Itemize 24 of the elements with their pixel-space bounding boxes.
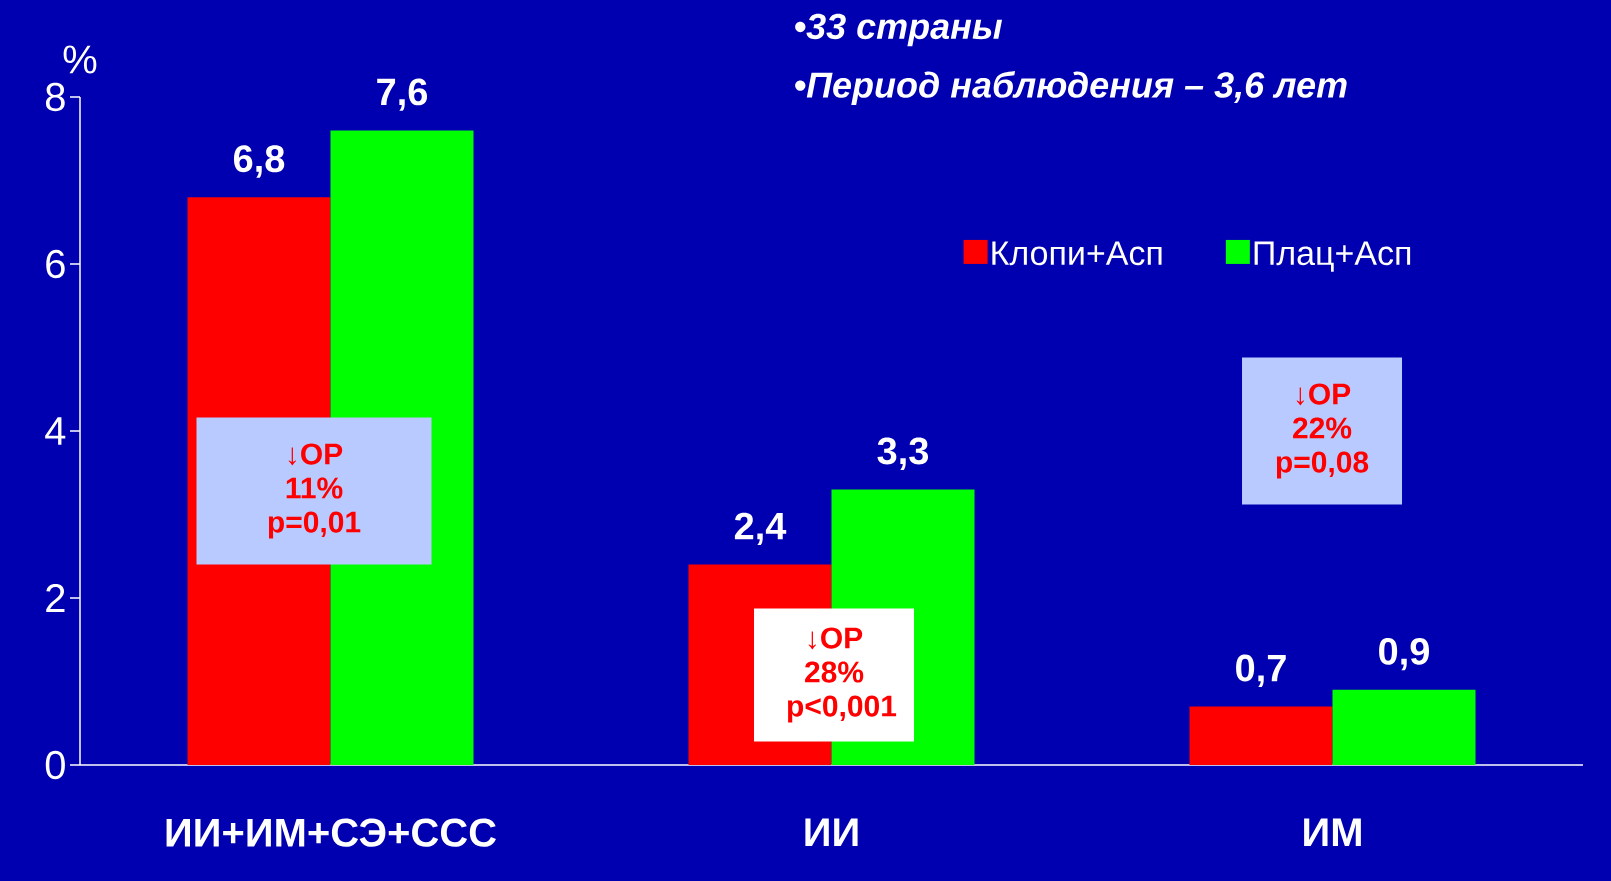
bar <box>1332 689 1476 765</box>
y-tick-label: 0 <box>45 750 65 780</box>
data-label: 0,7 <box>1236 654 1286 688</box>
y-tick-label: 2 <box>46 584 65 612</box>
x-tick-label: ИМ <box>1304 818 1361 847</box>
legend-label: Плац+Асп <box>1254 241 1411 272</box>
bar <box>1189 706 1333 765</box>
text: •33 страны <box>795 13 1003 47</box>
data-label: 3,3 <box>877 437 929 470</box>
x-tick-label: ИИ <box>805 818 858 847</box>
data-label: 0,9 <box>1379 637 1430 671</box>
data-label: 2,4 <box>734 512 787 546</box>
y-tick-label: 8 <box>45 82 65 112</box>
data-label: 6,8 <box>233 145 285 178</box>
annotation: ↓ОР 22% p=0,08 <box>1276 383 1369 479</box>
x-tick-label: ИИ+ИМ+СЭ+ССС <box>166 818 496 847</box>
legend-label: Клопи+Асп <box>992 241 1162 266</box>
data-label: 7,6 <box>377 78 428 111</box>
y-axis-title: % <box>63 45 97 74</box>
annotation: •Период наблюдения – 3,6 лет <box>795 71 1347 105</box>
annotation: ↓ОР 11% p=0,01 <box>268 443 361 539</box>
annotation: ↓ОР 28% p<0,001 <box>787 627 897 723</box>
y-tick-label: 4 <box>45 417 66 445</box>
y-tick-label: 6 <box>46 249 65 279</box>
